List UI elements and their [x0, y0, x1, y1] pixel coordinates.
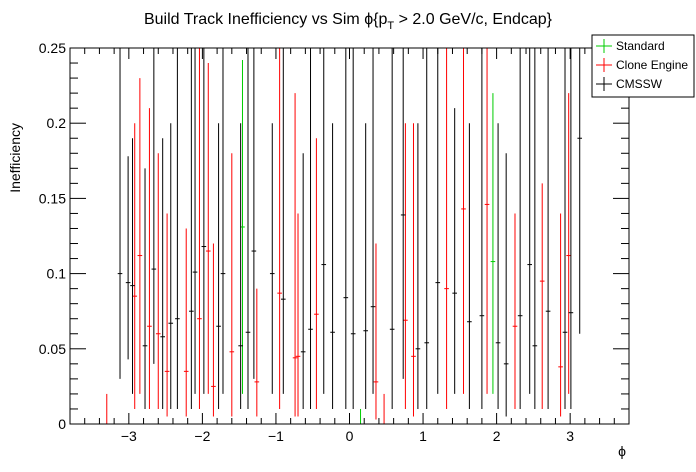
data-point-2-36 — [517, 48, 523, 409]
x-tick-label: 1 — [419, 428, 427, 444]
data-point-2-12 — [220, 48, 226, 394]
data-point-2-41 — [568, 48, 574, 409]
data-point-2-39 — [545, 48, 551, 409]
legend-entry-0: Standard — [596, 39, 665, 53]
data-point-1-2 — [137, 78, 143, 394]
axes: −3 −2 −1 0 1 2 3 0 0.05 0.1 0.15 0.2 0.25 — [39, 40, 630, 444]
legend-label: Clone Engine — [616, 58, 688, 72]
data-point-2-31 — [452, 108, 457, 394]
data-point-2-11 — [216, 123, 221, 409]
data-point-1-1 — [132, 123, 138, 409]
data-point-2-15 — [251, 48, 257, 379]
data-point-2-0 — [117, 48, 123, 379]
data-point-2-7 — [175, 48, 180, 409]
legend-label: CMSSW — [616, 77, 663, 91]
data-point-2-25 — [370, 48, 376, 394]
data-point-1-6 — [183, 228, 189, 417]
data-point-2-19 — [308, 48, 313, 409]
data-point-2-3 — [142, 168, 148, 409]
x-tick-label: −2 — [194, 428, 210, 444]
data-point-2-6 — [168, 123, 174, 409]
data-point-1-18 — [403, 123, 408, 409]
data-point-1-25 — [558, 213, 563, 417]
data-point-2-9 — [192, 48, 198, 394]
plot-marks — [104, 48, 583, 425]
data-point-2-42 — [577, 48, 583, 334]
data-point-1-20 — [444, 48, 449, 409]
data-point-1-22 — [484, 48, 490, 394]
data-point-2-13 — [238, 123, 243, 409]
data-point-1-21 — [461, 48, 466, 394]
data-point-2-22 — [343, 48, 349, 409]
data-point-1-4 — [155, 153, 161, 409]
data-point-2-20 — [321, 48, 327, 394]
data-point-2-26 — [389, 48, 395, 409]
data-point-2-40 — [562, 48, 568, 409]
data-point-1-9 — [211, 243, 216, 417]
data-point-1-24 — [539, 183, 545, 409]
data-point-2-33 — [479, 48, 485, 409]
legend-entry-1: Clone Engine — [596, 58, 688, 72]
data-point-2-23 — [350, 48, 356, 409]
data-point-2-30 — [435, 48, 441, 394]
data-point-2-35 — [503, 153, 509, 417]
data-point-1-23 — [512, 213, 518, 409]
data-point-1-15 — [314, 138, 319, 409]
y-tick-label: 0.1 — [47, 266, 67, 282]
data-point-2-32 — [467, 123, 472, 409]
data-point-1-12 — [277, 48, 282, 409]
data-point-1-8 — [205, 63, 211, 394]
data-point-1-13 — [292, 93, 298, 417]
x-axis-label: ϕ — [618, 443, 626, 459]
data-point-2-2 — [130, 138, 135, 394]
x-tick-label: 2 — [493, 428, 501, 444]
data-point-2-14 — [245, 48, 251, 409]
data-point-2-17 — [280, 48, 286, 394]
data-point-1-14 — [295, 213, 301, 417]
x-tick-label: 3 — [566, 428, 574, 444]
data-point-2-27 — [400, 48, 406, 379]
data-point-2-29 — [424, 48, 430, 409]
data-point-1-19 — [411, 123, 416, 417]
x-tick-label: −3 — [121, 428, 137, 444]
data-point-0-2 — [490, 93, 496, 394]
data-point-2-10 — [201, 48, 207, 394]
legend-entry-2: CMSSW — [596, 77, 663, 91]
data-point-2-4 — [151, 48, 157, 364]
data-point-2-8 — [189, 48, 194, 409]
legend-label: Standard — [616, 39, 665, 53]
data-point-1-10 — [229, 153, 235, 417]
data-point-2-34 — [495, 123, 501, 409]
data-point-2-5 — [160, 138, 165, 409]
data-point-1-11 — [254, 288, 260, 417]
chart-title: Build Track Inefficiency vs Sim ϕ{pT > 2… — [144, 11, 553, 32]
data-point-2-21 — [330, 123, 335, 409]
data-point-2-16 — [269, 123, 275, 394]
legend-box — [591, 34, 695, 98]
data-point-2-38 — [532, 48, 538, 409]
y-tick-label: 0 — [58, 416, 66, 432]
y-tick-label: 0.25 — [39, 40, 66, 56]
x-tick-label: −1 — [268, 428, 284, 444]
y-axis-label: Inefficiency — [7, 123, 23, 193]
data-point-1-3 — [147, 108, 152, 409]
data-point-1-26 — [566, 93, 571, 394]
legend: Standard Clone Engine CMSSW — [591, 34, 695, 98]
data-point-1-16 — [373, 243, 379, 420]
data-point-2-18 — [300, 153, 306, 409]
data-point-2-1 — [125, 156, 131, 360]
data-point-1-5 — [164, 213, 170, 417]
data-point-2-37 — [527, 48, 533, 394]
y-tick-label: 0.2 — [47, 115, 67, 131]
y-tick-label: 0.05 — [39, 341, 66, 357]
data-point-2-28 — [415, 123, 421, 409]
y-tick-label: 0.15 — [39, 190, 66, 206]
data-point-2-24 — [363, 123, 368, 409]
x-tick-label: 0 — [346, 428, 354, 444]
data-point-1-7 — [197, 48, 202, 409]
